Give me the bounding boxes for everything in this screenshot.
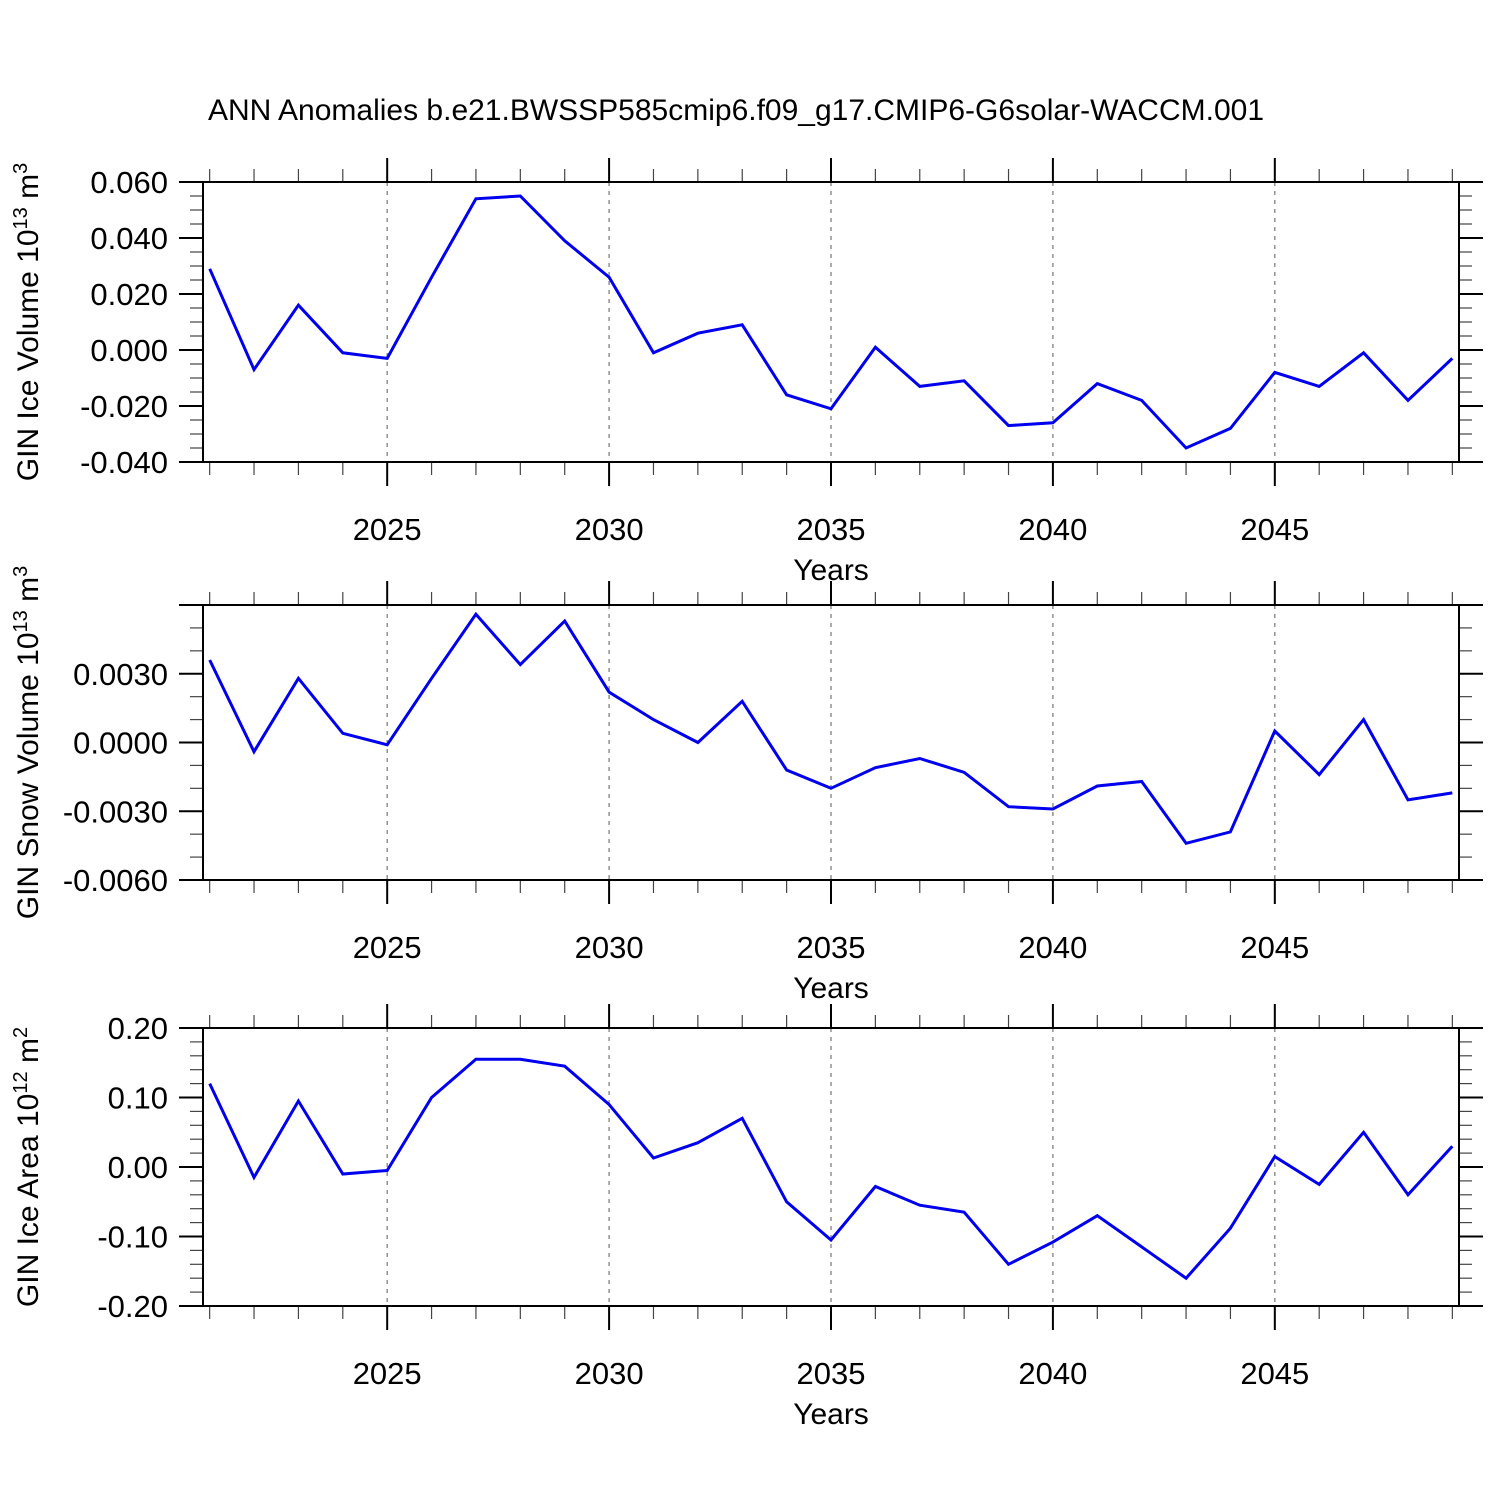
gin-ice-volume-data-line (208, 194, 1454, 450)
x-axis-label: Years (793, 1398, 869, 1431)
y-tick-label: 0.00 (108, 1150, 168, 1185)
y-axis-label: GIN Ice Volume 1013 m3 (10, 163, 45, 482)
y-axis-label: GIN Snow Volume 1013 m3 (10, 566, 45, 920)
y-tick-label: 0.040 (90, 221, 168, 256)
x-tick-label: 2045 (1240, 1356, 1309, 1391)
y-tick-label: -0.0060 (63, 863, 168, 898)
x-tick-label: 2030 (575, 1356, 644, 1391)
y-tick-label: -0.10 (97, 1220, 168, 1255)
chart-title: ANN Anomalies b.e21.BWSSP585cmip6.f09_g1… (208, 94, 1265, 127)
x-tick-label: 2045 (1240, 930, 1309, 965)
x-tick-label: 2030 (575, 512, 644, 547)
chart-gin-ice-volume: -0.040 -0.020 0.000 0.020 0.040 0.060 2025 2030… (10, 158, 1483, 587)
x-tick-label: 2040 (1018, 512, 1087, 547)
y-tick-label: -0.040 (80, 445, 168, 480)
x-tick-label: 2035 (797, 930, 866, 965)
x-tick-label: 2040 (1018, 1356, 1087, 1391)
y-tick-label: 0.020 (90, 277, 168, 312)
x-tick-label: 2040 (1018, 930, 1087, 965)
x-tick-label: 2025 (353, 512, 422, 547)
y-tick-label: 0.20 (108, 1011, 168, 1046)
y-tick-label: 0.0000 (73, 726, 168, 761)
gin-snow-volume-data-line (208, 611, 1453, 846)
y-axis-label: GIN Ice Area 1012 m2 (10, 1027, 45, 1307)
x-tick-label: 2030 (575, 930, 644, 965)
y-tick-label: -0.20 (97, 1289, 168, 1324)
x-tick-label: 2035 (797, 1356, 866, 1391)
axis-frame (202, 604, 1460, 881)
chart-gin-snow-volume: -0.0060 -0.0030 0.0000 0.0030 2025 2030 2035 20… (10, 566, 1483, 1005)
y-tick-label: 0.10 (108, 1081, 168, 1116)
y-tick-label: -0.020 (80, 389, 168, 424)
axis-frame (202, 1027, 1460, 1307)
x-tick-label: 2025 (353, 1356, 422, 1391)
x-tick-label: 2045 (1240, 512, 1309, 547)
gin-ice-area-data-line (208, 1057, 1454, 1281)
x-axis-label: Years (793, 972, 869, 1005)
x-tick-label: 2025 (353, 930, 422, 965)
y-tick-label: 0.000 (90, 333, 168, 368)
y-tick-label: -0.0030 (63, 794, 168, 829)
axis-frame (202, 181, 1460, 463)
y-tick-label: 0.0030 (73, 657, 168, 692)
y-tick-label: 0.060 (90, 165, 168, 200)
chart-gin-ice-area: -0.20 -0.10 0.00 0.10 0.20 2025 2030 2035 2040 20… (10, 1004, 1483, 1431)
x-tick-label: 2035 (797, 512, 866, 547)
